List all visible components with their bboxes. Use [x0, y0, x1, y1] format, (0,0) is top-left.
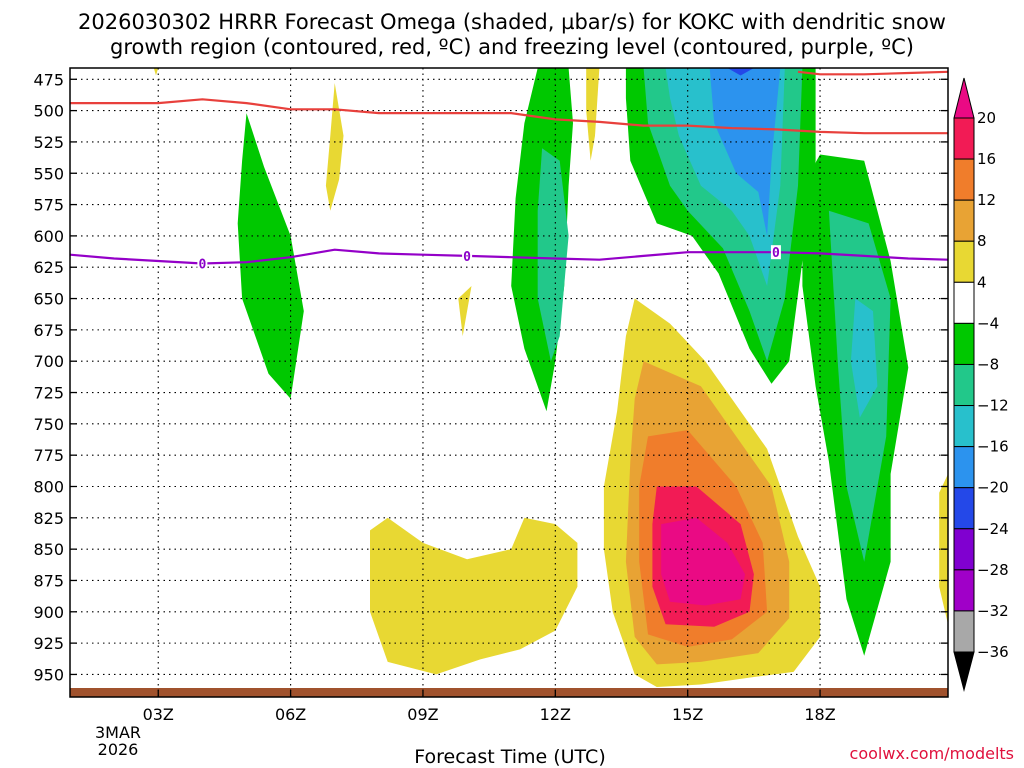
colorbar-label: −32 [977, 602, 1009, 620]
x-axis-title: Forecast Time (UTC) [414, 746, 605, 768]
colorbar-label: −20 [977, 479, 1009, 497]
y-axis-ticks: 475 500 525 550 575 600 625 650 675 700 725 750 775 8… [33, 70, 948, 684]
credit-link[interactable]: coolwx.com/modelts [850, 744, 1014, 763]
dendritic-zone-line [70, 98, 948, 135]
omega-region-4-16 [153, 68, 159, 76]
colorbar-bottom-arrow [953, 651, 975, 692]
y-tick-label: 625 [33, 258, 64, 277]
y-tick-label: 700 [33, 352, 64, 371]
date-label-month: 3MAR [95, 723, 141, 742]
omega-region--20-10 [727, 68, 754, 76]
y-tick-label: 750 [33, 415, 64, 434]
colorbar-swatch [953, 322, 975, 365]
x-tick-label: 03Z [143, 705, 174, 724]
freezing-level-label: 0 [772, 246, 780, 261]
y-tick-label: 875 [33, 571, 64, 590]
x-tick-label: 18Z [804, 705, 835, 724]
colorbar-label: 8 [977, 232, 987, 250]
colorbar-swatch [953, 158, 975, 201]
y-tick-label: 950 [33, 665, 64, 684]
y-tick-label: 575 [33, 196, 64, 215]
y-tick-label: 525 [33, 133, 64, 152]
colorbar-label: −12 [977, 397, 1009, 415]
omega-region--4-0 [237, 113, 304, 399]
freezing-level-label: 0 [198, 257, 206, 272]
y-tick-label: 600 [33, 227, 64, 246]
date-label-year: 2026 [98, 740, 139, 759]
y-tick-label: 550 [33, 164, 64, 183]
title-line-1: 2026030302 HRRR Forecast Omega (shaded, … [78, 10, 946, 34]
freezing-level-line [70, 248, 948, 265]
colorbar-top-arrow [953, 77, 975, 119]
y-tick-label: 650 [33, 290, 64, 309]
y-tick-label: 800 [33, 477, 64, 496]
plot-border [69, 67, 949, 698]
omega-shading [70, 68, 948, 697]
plot-frame [69, 67, 949, 698]
x-tick-label: 12Z [540, 705, 571, 724]
y-tick-label: 825 [33, 509, 64, 528]
colorbar-swatch [953, 117, 975, 160]
title-line-2: growth region (contoured, red, ºC) and f… [110, 35, 914, 59]
y-tick-label: 925 [33, 634, 64, 653]
x-tick-label: 15Z [672, 705, 703, 724]
colorbar-label: 20 [977, 109, 996, 127]
colorbar-swatch [953, 528, 975, 571]
omega-region-4-14 [325, 83, 344, 211]
colorbar-label: 4 [977, 273, 987, 291]
colorbar-swatch [953, 363, 975, 407]
freezing-level-label: 0 [463, 250, 471, 265]
omega-region-20-21 [661, 517, 745, 606]
omega-region-4-13 [586, 68, 600, 161]
colorbar-label: −8 [977, 355, 999, 373]
colorbar-swatch [953, 281, 975, 324]
grid-lines [70, 68, 948, 697]
freezing-level-label-bg [770, 245, 781, 260]
colorbar-label: −24 [977, 520, 1009, 538]
colorbar-swatch [953, 240, 975, 283]
omega-region-4-15 [458, 286, 472, 337]
dendritic-zone-line-top [797, 70, 948, 76]
colorbar-swatch [953, 405, 975, 448]
contour-lines: 0 0 0 [70, 70, 948, 272]
y-tick-label: 675 [33, 321, 64, 340]
omega-region--16-9 [709, 68, 781, 236]
omega-region-4-12 [370, 517, 578, 675]
colorbar-label: −36 [977, 643, 1009, 661]
colorbar-label: −4 [977, 314, 999, 332]
y-tick-label: 500 [33, 102, 64, 121]
colorbar-label: 16 [977, 150, 996, 168]
y-tick-label: 850 [33, 540, 64, 559]
terrain-strip [70, 688, 948, 697]
freezing-level-label-bg [462, 248, 473, 263]
chart-title: 2026030302 HRRR Forecast Omega (shaded, … [78, 10, 946, 59]
y-tick-label: 725 [33, 384, 64, 403]
x-axis-ticks: 03Z 06Z 09Z 12Z 15Z 18Z [143, 690, 836, 724]
colorbar-label: −16 [977, 438, 1009, 456]
colorbar-swatch [953, 446, 975, 489]
colorbar-label: 12 [977, 191, 996, 209]
colorbar-label: −28 [977, 561, 1009, 579]
colorbar-swatch [953, 569, 975, 612]
colorbar: 20 16 12 8 4 −4 −8 −12 −16 −20 −24 −28 −32 −36 [953, 77, 1009, 692]
x-tick-label: 06Z [275, 705, 306, 724]
x-tick-label: 09Z [407, 705, 438, 724]
y-tick-label: 775 [33, 446, 64, 465]
colorbar-swatch [953, 610, 975, 653]
freezing-level-label-bg [197, 256, 208, 271]
y-tick-label: 900 [33, 603, 64, 622]
omega-region--8-4 [537, 148, 569, 362]
y-tick-label: 475 [33, 70, 64, 89]
omega-region--12-8 [850, 298, 878, 418]
colorbar-swatch [953, 487, 975, 530]
colorbar-swatch [953, 199, 975, 242]
